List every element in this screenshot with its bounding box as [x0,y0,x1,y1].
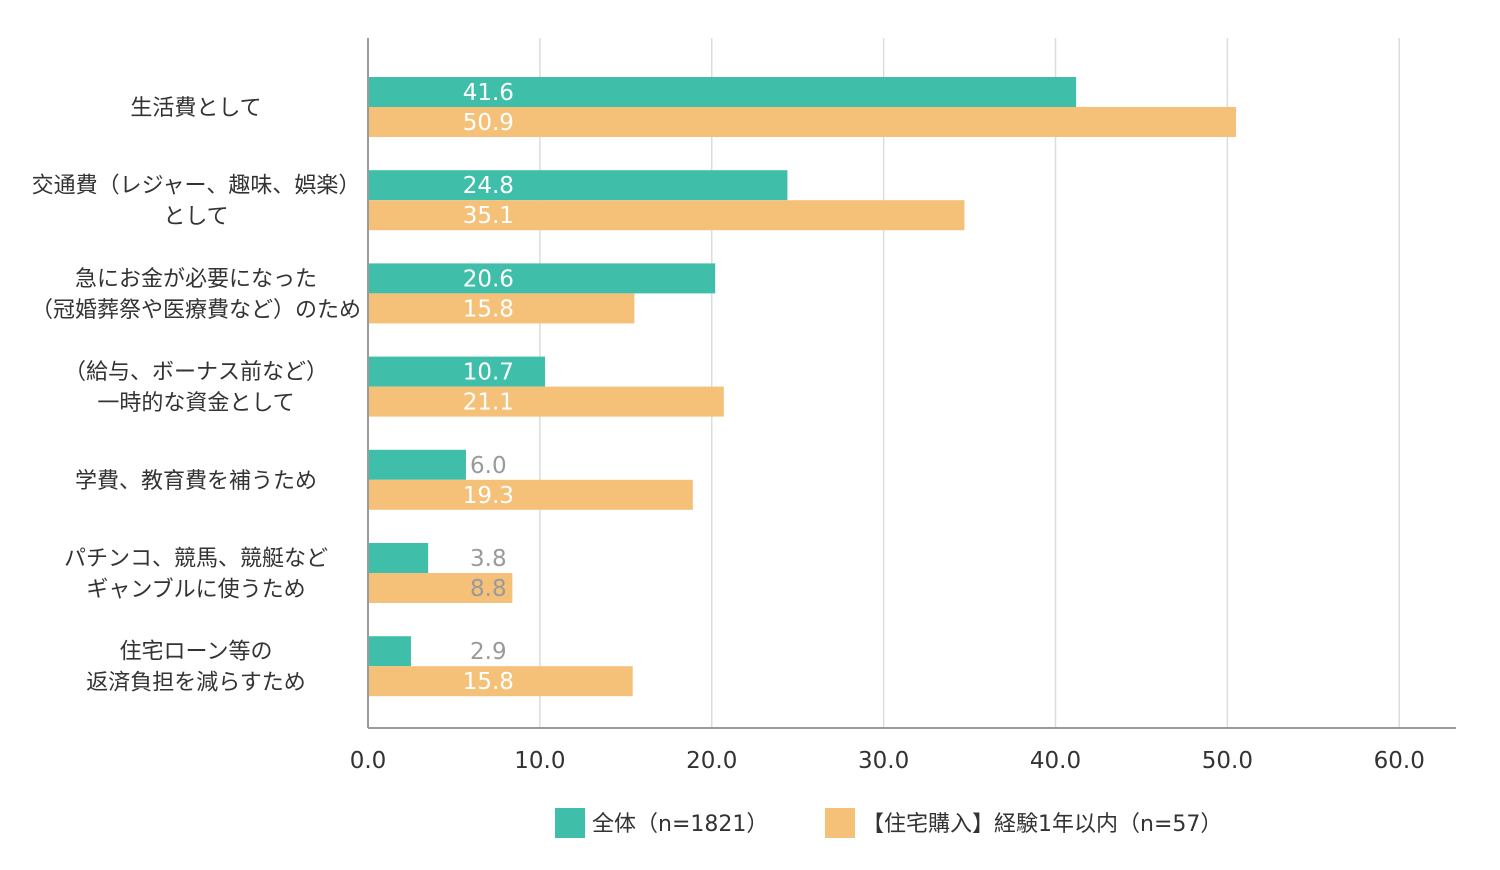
bar-home-buyers [368,573,513,603]
x-tick-label: 60.0 [1374,748,1425,774]
bar-overall [368,263,716,294]
legend-swatch-home-buyers [825,808,855,838]
bar-home-buyers [368,107,1236,137]
data-label: 35.1 [463,203,514,229]
x-tick-label: 20.0 [686,748,737,774]
bar-home-buyers [368,293,635,324]
category-label: 住宅ローン等の [120,640,273,665]
category-label: 学費、教育費を補うため [75,469,317,494]
data-label: 15.8 [463,669,514,695]
bar-home-buyers [368,666,633,697]
legend: 全体（n=1821） 【住宅購入】経験1年以内（n=57） [555,808,1222,838]
bar-overall [368,356,546,387]
bar-home-buyers [368,386,724,417]
bar-overall [368,543,429,573]
bar-overall [368,77,1077,107]
bar-overall [368,636,411,667]
bar-home-buyers [368,200,965,231]
category-label: ギャンブルに使うため [86,578,305,603]
legend-swatch-overall [555,808,585,838]
data-label: 6.0 [470,453,507,479]
data-label: 21.1 [463,390,514,416]
data-label: 3.8 [470,546,507,572]
data-label: 20.6 [463,266,514,292]
axes [367,38,1456,729]
category-label: （冠婚葬祭や医療費など）のため [31,298,361,323]
data-label: 41.6 [463,80,514,106]
data-labels: 41.6 50.9 24.8 35.1 20.6 15.8 10.7 21.1 6.0 19.3 3… [463,80,514,695]
category-label: 一時的な資金として [97,391,294,416]
data-label: 8.8 [470,576,507,602]
data-label: 50.9 [463,110,514,136]
gridlines [539,38,1401,728]
bars [368,77,1236,697]
data-label: 24.8 [463,173,514,199]
category-label: 生活費として [130,96,261,121]
bar-overall [368,170,788,201]
category-label: （給与、ボーナス前など） [64,360,328,385]
x-tick-label: 50.0 [1202,748,1253,774]
data-label: 19.3 [463,483,514,509]
tick-labels: 0.0 10.0 20.0 30.0 40.0 50.0 60.0 [350,748,1425,774]
category-label: 返済負担を減らすため [86,671,306,696]
x-tick-label: 0.0 [350,748,387,774]
legend-entry: 【住宅購入】経験1年以内（n=57） [862,812,1222,837]
data-label: 2.9 [470,639,507,665]
data-label: 15.8 [463,296,514,322]
bar-home-buyers [368,479,693,510]
category-label: 急にお金が必要になった [75,267,317,292]
bar-overall [368,449,466,480]
category-label: として [163,205,228,230]
category-label: 交通費（レジャー、趣味、娯楽） [32,174,361,199]
x-tick-label: 30.0 [858,748,909,774]
data-label: 10.7 [463,360,514,386]
x-tick-label: 10.0 [514,748,565,774]
x-tick-label: 40.0 [1030,748,1081,774]
category-label: パチンコ、競馬、競艇など [64,547,328,572]
legend-entry: 全体（n=1821） [592,812,768,837]
